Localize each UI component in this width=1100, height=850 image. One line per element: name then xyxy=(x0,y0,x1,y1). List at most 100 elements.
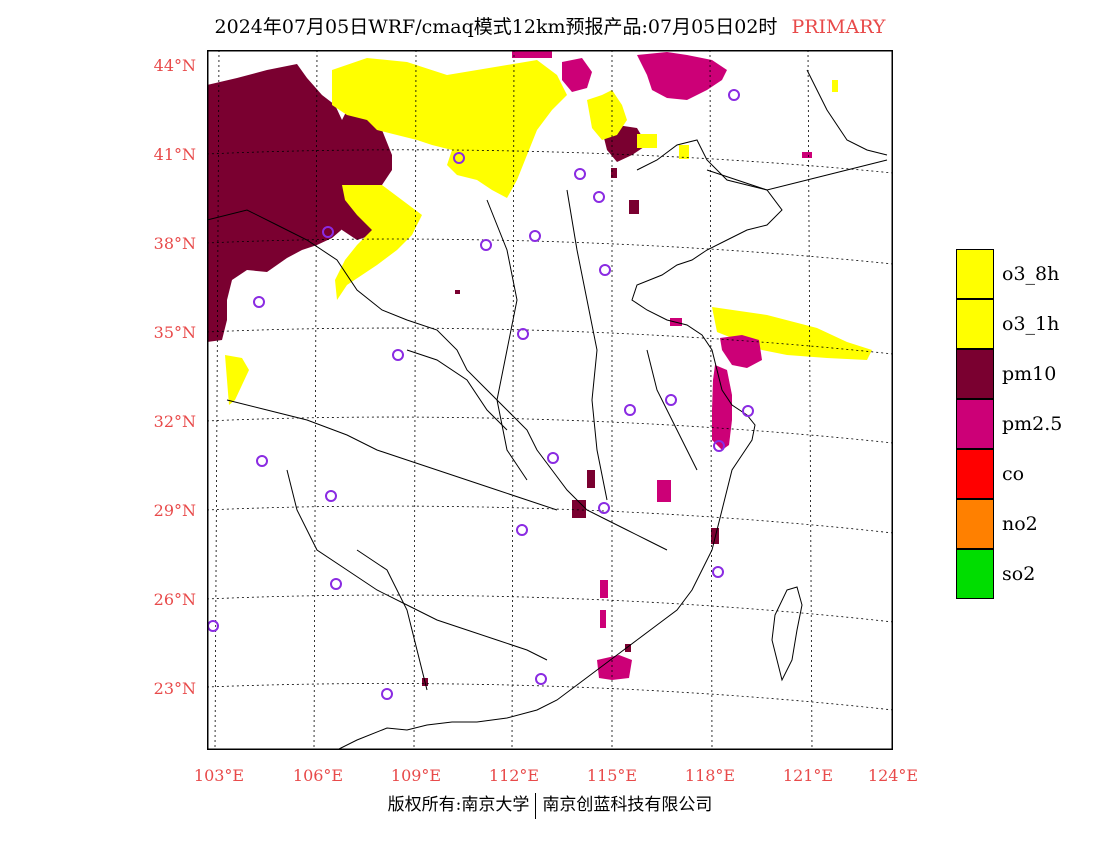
station-marker xyxy=(574,168,586,180)
copyright-right: 南京创蓝科技有限公司 xyxy=(542,795,713,815)
legend-label: o3_1h xyxy=(1002,313,1060,335)
lon-label-121: 121°E xyxy=(782,766,834,785)
o3-spot-3 xyxy=(637,134,657,148)
parallel-32 xyxy=(207,416,893,444)
footer-divider xyxy=(535,792,537,819)
legend-label: so2 xyxy=(1002,563,1036,585)
primary-tag: PRIMARY xyxy=(791,16,886,38)
title-text: 2024年07月05日WRF/cmaq模式12km预报产品:07月05日02时 xyxy=(214,16,778,38)
station-marker xyxy=(742,405,754,417)
lon-label-118: 118°E xyxy=(684,766,736,785)
station-marker xyxy=(624,404,636,416)
lon-label-109: 109°E xyxy=(390,766,442,785)
station-marker xyxy=(712,566,724,578)
parallel-26 xyxy=(207,594,893,623)
provincial-border-8 xyxy=(356,549,428,691)
lon-label-124: 124°E xyxy=(867,766,919,785)
station-marker xyxy=(253,296,265,308)
pm25-region-inner-mongolia xyxy=(562,58,592,92)
station-marker xyxy=(381,688,393,700)
station-marker xyxy=(665,394,677,406)
copyright-left: 版权所有:南京大学 xyxy=(387,795,530,815)
station-marker xyxy=(728,89,740,101)
pm10-spot-4 xyxy=(572,500,586,518)
station-marker xyxy=(599,264,611,276)
pm25-region-liaoning xyxy=(637,52,727,100)
lat-label-29: 29°N xyxy=(153,501,196,520)
pm25-spot-2 xyxy=(657,480,671,502)
pm25-region-guangdong xyxy=(597,655,632,680)
legend-swatch xyxy=(956,499,994,549)
station-marker xyxy=(535,673,547,685)
pm10-spot-8 xyxy=(625,644,631,652)
provincial-border-1 xyxy=(207,209,668,551)
provincial-border-9 xyxy=(806,69,888,156)
station-marker xyxy=(392,349,404,361)
lon-label-106: 106°E xyxy=(292,766,344,785)
legend-label: pm2.5 xyxy=(1002,413,1063,435)
provincial-border-5 xyxy=(566,189,608,501)
pm10-spot-6 xyxy=(455,290,460,294)
station-marker xyxy=(517,328,529,340)
o3-region-north xyxy=(332,58,567,198)
map-frame xyxy=(207,50,893,750)
station-marker xyxy=(322,226,334,238)
o3-spot-1 xyxy=(679,145,689,159)
parallel-35 xyxy=(207,327,893,355)
lat-label-35: 35°N xyxy=(153,323,196,342)
o3-region-shanxi xyxy=(335,185,422,300)
pm10-spot-2 xyxy=(629,200,639,214)
pm10-spot-3 xyxy=(587,470,595,488)
station-marker xyxy=(598,502,610,514)
graticule xyxy=(207,50,893,750)
meridian-103 xyxy=(214,50,220,750)
provincial-border-10 xyxy=(706,159,888,191)
lon-label-115: 115°E xyxy=(586,766,638,785)
parallel-38 xyxy=(207,238,893,265)
legend-label: co xyxy=(1002,463,1025,485)
legend-swatch xyxy=(956,399,994,449)
o3-regions xyxy=(225,58,872,405)
station-marker xyxy=(453,152,465,164)
legend-swatch xyxy=(956,449,994,499)
station-marker xyxy=(480,239,492,251)
o3-spot-2 xyxy=(832,80,838,92)
lat-label-23: 23°N xyxy=(153,679,196,698)
legend-label: no2 xyxy=(1002,513,1038,535)
pm10-region-northwest xyxy=(207,64,392,342)
station-marker xyxy=(529,230,541,242)
o3-region-sichuan xyxy=(225,355,249,405)
legend-swatch xyxy=(956,349,994,399)
lat-label-26: 26°N xyxy=(153,590,196,609)
copyright-footer: 版权所有:南京大学 南京创蓝科技有限公司 xyxy=(0,790,1100,819)
pm25-spot-5 xyxy=(512,50,552,58)
pm25-regions xyxy=(512,50,812,680)
meridian-118 xyxy=(709,50,713,750)
legend-swatch xyxy=(956,249,994,299)
station-marker xyxy=(593,191,605,203)
parallel-23 xyxy=(207,683,893,711)
lon-label-112: 112°E xyxy=(488,766,540,785)
provincial-border-7 xyxy=(646,349,698,471)
station-marker xyxy=(713,440,725,452)
lat-label-32: 32°N xyxy=(153,412,196,431)
o3-region-hebei xyxy=(587,90,627,140)
provincial-border-6 xyxy=(406,349,508,431)
meridian-106 xyxy=(313,50,318,750)
legend-swatch xyxy=(956,299,994,349)
legend-swatch xyxy=(956,549,994,599)
legend-label: pm10 xyxy=(1002,363,1057,385)
lat-label-41: 41°N xyxy=(153,145,196,164)
pm25-spot-4 xyxy=(600,610,606,628)
station-markers xyxy=(207,89,754,700)
meridian-112 xyxy=(511,50,515,750)
meridian-121 xyxy=(807,50,813,750)
pm25-spot-6 xyxy=(802,152,812,158)
provincial-border-4 xyxy=(486,199,528,481)
legend-label: o3_8h xyxy=(1002,263,1060,285)
map-panel xyxy=(207,50,893,750)
station-marker xyxy=(547,452,559,464)
provincial-border-2 xyxy=(226,399,558,511)
meridian-109 xyxy=(413,50,417,750)
station-marker xyxy=(516,524,528,536)
